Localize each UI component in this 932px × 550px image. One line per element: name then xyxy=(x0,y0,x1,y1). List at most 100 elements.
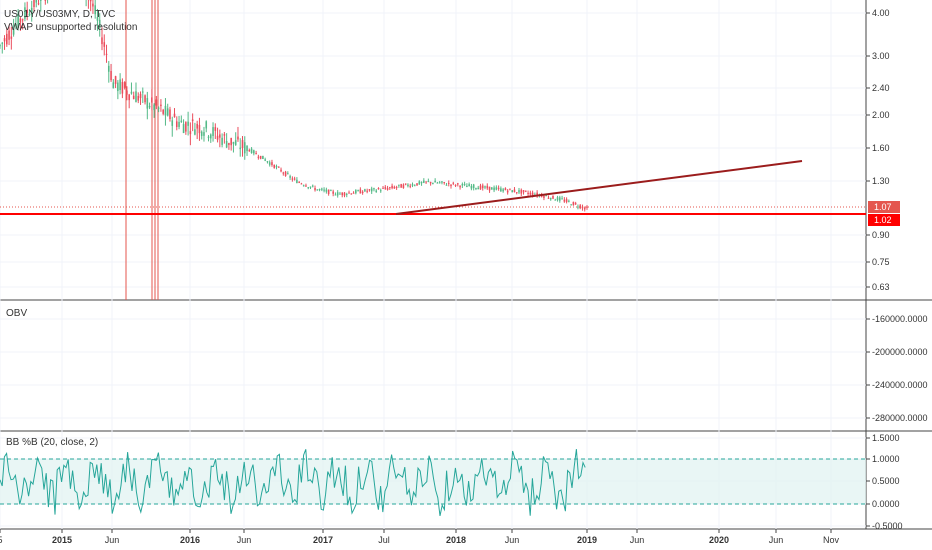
candle-body xyxy=(375,190,378,192)
price-tick-label: 0.63 xyxy=(872,282,890,292)
candle-body xyxy=(459,185,461,188)
candle-body xyxy=(135,91,137,103)
candle-body xyxy=(434,180,436,183)
price-axis[interactable]: 4.00 3.00 2.40 2.00 1.60 1.30 0.90 0.75 0.63 -160… xyxy=(866,8,928,531)
candle-body xyxy=(545,195,548,197)
candle-body xyxy=(527,192,529,194)
candle-body xyxy=(153,104,155,111)
candle-body xyxy=(250,148,253,154)
candle-body xyxy=(352,192,355,194)
candle-body xyxy=(173,113,176,118)
candle-body xyxy=(452,182,455,184)
price-tick-label: -200000.0000 xyxy=(872,347,928,357)
candle-body xyxy=(209,134,212,139)
candle-body xyxy=(450,184,452,187)
candle-body xyxy=(259,155,262,159)
candle-body xyxy=(180,120,183,122)
candle-body xyxy=(493,187,495,191)
price-tick-label: 1.30 xyxy=(872,176,890,186)
candle-body xyxy=(92,3,94,7)
bb-band-fill xyxy=(0,459,866,504)
time-tick-label: Jun xyxy=(105,535,120,545)
candle-body xyxy=(502,189,504,192)
candle-body xyxy=(162,109,164,114)
candle-body xyxy=(214,127,217,131)
candle-body xyxy=(579,205,582,209)
candle-body xyxy=(398,184,400,186)
candle-body xyxy=(500,188,502,192)
price-tick-label: 4.00 xyxy=(872,8,890,18)
candle-body xyxy=(196,123,198,129)
candle-body xyxy=(302,185,305,187)
candle-body xyxy=(470,185,473,189)
candle-body xyxy=(559,197,561,201)
candle-body xyxy=(266,161,269,163)
candle-body xyxy=(164,105,167,116)
price-tick-label: 2.40 xyxy=(872,83,890,93)
candle-body xyxy=(119,79,121,91)
candle-body xyxy=(271,162,273,166)
candle-body xyxy=(325,189,328,192)
candle-body xyxy=(389,187,391,189)
candle-body xyxy=(282,172,285,174)
time-tick-label: Jun xyxy=(505,535,520,545)
candle-body xyxy=(3,38,6,42)
candle-body xyxy=(19,18,22,23)
time-tick-label: Nov xyxy=(823,535,840,545)
candle-body xyxy=(94,5,96,15)
candle-body xyxy=(268,162,271,165)
candle-body xyxy=(518,190,520,193)
time-axis[interactable]: 5 2015 Jun 2016 Jun 2017 Jul 2018 Jun 2019 Jun 2020… xyxy=(0,529,839,545)
candle-body xyxy=(543,195,545,198)
candle-body xyxy=(511,190,514,193)
candle-body xyxy=(185,122,187,132)
candle-body xyxy=(457,183,459,185)
candle-body xyxy=(30,7,33,15)
bb-percent-b-line xyxy=(0,449,586,517)
candle-body xyxy=(112,82,115,89)
candle-body xyxy=(336,192,339,196)
price-tick-label: 0.90 xyxy=(872,230,890,240)
candle-body xyxy=(425,181,427,183)
candle-body xyxy=(529,192,532,195)
line-price-badge: 1.02 xyxy=(868,214,900,226)
candle-body xyxy=(479,185,482,190)
candle-body xyxy=(461,183,464,186)
price-tick-label: 3.00 xyxy=(872,51,890,61)
candle-body xyxy=(343,192,346,196)
candle-body xyxy=(373,188,375,190)
candle-body xyxy=(262,155,264,159)
candle-body xyxy=(0,45,1,47)
candle-body xyxy=(219,134,221,138)
candle-body xyxy=(223,134,226,136)
candle-body xyxy=(481,185,484,189)
candle-body xyxy=(438,182,441,184)
candle-body xyxy=(300,183,303,185)
candle-body xyxy=(491,187,493,190)
candle-body xyxy=(536,192,538,196)
candle-body xyxy=(28,13,31,16)
candle-body xyxy=(35,0,38,3)
candle-body xyxy=(141,91,144,93)
candle-body xyxy=(314,187,316,191)
candle-body xyxy=(257,156,260,158)
candle-body xyxy=(132,95,135,100)
candle-body xyxy=(443,182,446,184)
candle-body xyxy=(355,190,357,194)
candle-body xyxy=(246,145,248,152)
candle-body xyxy=(253,150,255,154)
candle-body xyxy=(307,187,310,189)
candle-body xyxy=(366,190,368,192)
price-tick-label: -0.5000 xyxy=(872,521,903,531)
candle-body xyxy=(382,187,384,189)
candle-body xyxy=(189,131,192,135)
candle-body xyxy=(24,7,26,19)
candle-body xyxy=(311,185,314,187)
candle-body xyxy=(400,184,402,188)
candle-body xyxy=(207,136,210,138)
candle-body xyxy=(316,189,319,191)
candle-body xyxy=(160,104,162,107)
candle-body xyxy=(520,189,523,194)
trend-line[interactable] xyxy=(395,160,803,215)
